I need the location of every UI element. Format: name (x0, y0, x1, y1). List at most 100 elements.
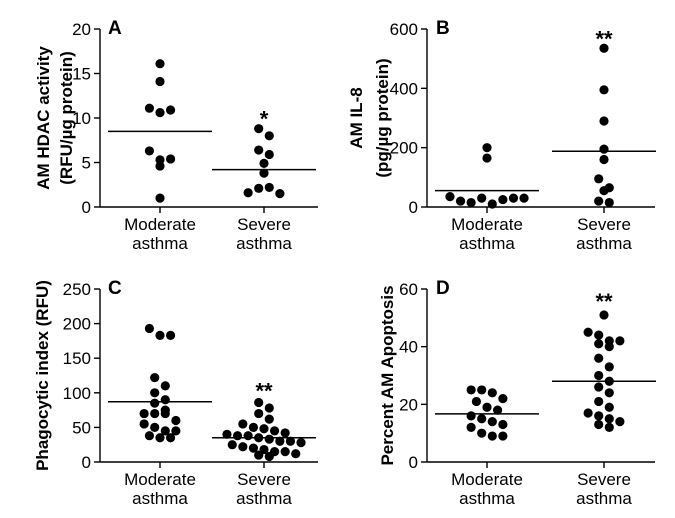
data-point (466, 385, 476, 395)
data-point (254, 408, 264, 419)
y-tick-label: 600 (390, 20, 418, 39)
data-point (594, 339, 604, 349)
data-point (248, 422, 259, 432)
data-point (139, 408, 149, 419)
data-point (155, 59, 165, 69)
data-point (455, 196, 466, 206)
data-point (477, 414, 487, 424)
data-point (254, 145, 264, 155)
x-category-label: asthma (459, 489, 515, 508)
data-point (259, 168, 269, 178)
y-axis-label: AM HDAC activity (34, 46, 53, 190)
significance-marker: ** (595, 289, 613, 314)
y-axis-label: AM IL-8 (347, 87, 366, 148)
data-point (594, 370, 604, 381)
data-point (165, 154, 176, 164)
panel-letter: A (108, 18, 122, 39)
y-tick-label: 10 (72, 109, 91, 128)
data-point (615, 417, 625, 427)
data-point (487, 431, 497, 441)
y-tick-label: 150 (63, 349, 91, 368)
data-point (144, 103, 155, 113)
y-tick-label: 20 (399, 395, 418, 414)
data-point (264, 131, 274, 141)
data-point (264, 182, 274, 193)
data-point (144, 323, 155, 334)
data-point (160, 408, 170, 419)
data-point (280, 428, 290, 438)
data-point (466, 197, 476, 208)
data-point (275, 436, 285, 446)
data-point (155, 433, 165, 443)
data-point (155, 76, 165, 87)
data-point (227, 440, 237, 450)
data-point (155, 193, 165, 203)
data-point (604, 388, 614, 398)
y-tick-label: 200 (390, 139, 418, 158)
x-category-label: asthma (236, 234, 292, 253)
data-point (150, 408, 160, 419)
data-point (594, 382, 604, 392)
data-point (498, 393, 508, 404)
data-point (150, 398, 160, 408)
data-point (482, 153, 492, 163)
data-point (487, 417, 497, 427)
data-point (243, 431, 253, 441)
data-point (583, 408, 593, 418)
data-point (599, 85, 609, 95)
x-category-label: asthma (459, 234, 515, 253)
x-category-label: Severe (237, 470, 291, 489)
data-point (238, 419, 248, 429)
data-point (482, 402, 492, 412)
y-tick-label: 5 (82, 154, 91, 173)
data-point (599, 116, 609, 126)
data-point (583, 327, 593, 337)
data-point (291, 449, 301, 459)
x-category-label: Severe (577, 470, 631, 489)
data-point (254, 450, 264, 460)
data-point (594, 330, 604, 340)
panel-letter: D (436, 278, 450, 299)
data-point (222, 429, 232, 439)
data-point (144, 146, 155, 156)
significance-marker: ** (255, 378, 273, 403)
data-point (466, 411, 476, 421)
data-point (264, 149, 274, 160)
data-point (604, 422, 614, 432)
data-point (477, 428, 487, 438)
data-point (594, 174, 604, 184)
data-point (508, 193, 519, 203)
x-category-label: Moderate (451, 470, 523, 489)
data-point (248, 443, 259, 453)
data-point (604, 402, 614, 412)
data-point (238, 442, 248, 452)
data-point (144, 431, 155, 441)
y-tick-label: 0 (409, 453, 418, 472)
data-point (466, 422, 476, 432)
data-point (487, 388, 497, 398)
y-tick-label: 20 (72, 20, 91, 39)
data-point (599, 144, 609, 154)
data-point (171, 415, 181, 426)
data-point (604, 342, 614, 352)
data-point (232, 431, 243, 441)
data-point (604, 197, 614, 208)
data-point (280, 447, 290, 457)
panel-letter: B (436, 18, 450, 39)
data-point (594, 411, 604, 421)
data-point (165, 105, 176, 115)
data-point (445, 192, 455, 202)
data-point (254, 397, 264, 408)
y-tick-label: 40 (399, 338, 418, 357)
data-point (471, 396, 482, 407)
data-point (259, 424, 269, 434)
data-point (482, 143, 492, 153)
data-point (155, 330, 165, 340)
data-point (150, 422, 160, 432)
data-point (264, 434, 274, 444)
data-point (498, 419, 508, 430)
data-point (165, 433, 176, 443)
data-point (150, 388, 160, 398)
data-point (604, 414, 614, 424)
